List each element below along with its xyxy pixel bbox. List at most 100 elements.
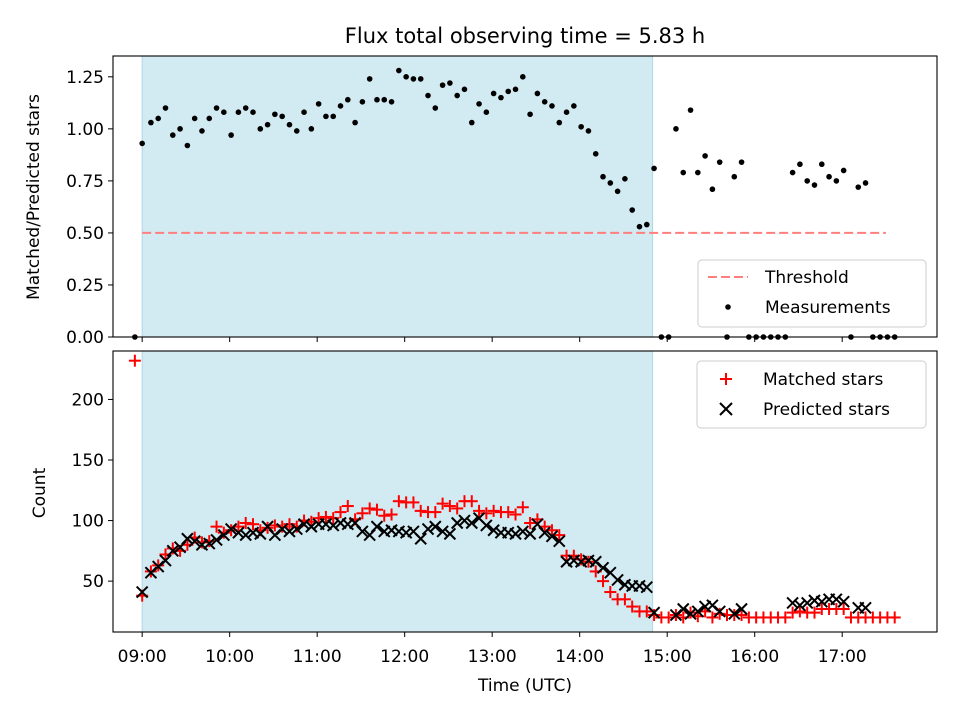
matched-star-point: [451, 502, 464, 515]
predicted-star-point: [327, 519, 340, 532]
predicted-star-point: [370, 520, 384, 533]
measurement-point: [432, 105, 439, 111]
legend-matched-swatch: [720, 373, 732, 385]
x-tick-label: 15:00: [643, 647, 692, 667]
predicted-star-point: [713, 605, 726, 618]
measurement-point: [695, 169, 701, 176]
measurement-point: [352, 119, 358, 126]
matched-star-point: [648, 609, 661, 622]
measurement-point: [169, 132, 176, 138]
matched-star-point: [341, 500, 354, 513]
measurement-point: [155, 115, 162, 122]
predicted-star-point: [450, 516, 464, 530]
measurement-point: [505, 88, 512, 95]
measurement-point: [264, 121, 271, 128]
measurement-point: [709, 186, 716, 193]
legend-measurements-swatch: [725, 304, 731, 310]
matched-star-point: [436, 497, 449, 510]
predicted-star-point: [793, 599, 807, 612]
measurement-point: [811, 182, 818, 188]
matched-star-point: [128, 354, 141, 367]
matched-star-point: [793, 605, 806, 618]
predicted-star-point: [305, 520, 318, 533]
y-tick-label: 150: [72, 451, 104, 471]
matched-star-point: [706, 611, 719, 624]
ratio-panel: 0.00 0.25 0.50 0.75 1.00 1.25 Flux total obse…: [24, 24, 938, 348]
predicted-stars-points: [135, 511, 872, 622]
predicted-star-point: [815, 595, 828, 608]
observing-window-span: [141, 350, 654, 633]
measurement-point: [228, 132, 234, 138]
predicted-star-point: [239, 528, 252, 542]
matched-star-point: [516, 501, 529, 514]
count-y-axis-label: Count: [30, 467, 50, 518]
legend-predicted-label: Predicted stars: [763, 400, 890, 420]
predicted-star-point: [728, 607, 741, 621]
measurement-point: [651, 165, 657, 172]
predicted-star-point: [538, 526, 551, 539]
measurement-point: [410, 76, 417, 82]
measurement-point: [330, 113, 337, 120]
predicted-star-point: [596, 561, 610, 575]
x-tick-label: 10:00: [205, 647, 254, 667]
x-tick-label: 12:00: [380, 647, 429, 667]
count-panel: 50 100 150 200 09:00 10:00 11:00 12:00 13:00 14:…: [30, 350, 938, 696]
matched-star-point: [239, 516, 252, 529]
measurement-point: [447, 80, 453, 86]
matched-star-point: [443, 500, 456, 513]
measurement-point: [818, 161, 825, 168]
predicted-star-point: [436, 525, 449, 538]
matched-star-point: [429, 506, 442, 519]
predicted-star-point: [677, 602, 690, 616]
measurement-point: [804, 178, 811, 184]
matched-star-point: [502, 506, 515, 519]
y-tick-label: 0.50: [66, 224, 104, 244]
matched-star-point: [319, 510, 332, 523]
measurement-point: [636, 223, 643, 230]
predicted-star-point: [210, 533, 223, 547]
matched-star-point: [888, 611, 901, 624]
predicted-star-point: [800, 596, 814, 610]
matched-star-point: [473, 504, 486, 517]
predicted-star-point: [786, 596, 799, 610]
measurement-point: [483, 109, 490, 115]
measurement-point: [286, 121, 293, 128]
measurement-point: [585, 128, 592, 134]
measurement-point: [308, 126, 315, 132]
measurement-point: [738, 159, 745, 165]
x-tick-label: 17:00: [818, 647, 867, 667]
measurement-point: [337, 103, 344, 109]
predicted-star-point: [188, 534, 201, 548]
x-tick-label: 16:00: [730, 647, 779, 667]
measurement-point: [716, 159, 723, 165]
measurement-point: [139, 140, 145, 147]
measurement-point: [643, 221, 650, 228]
measurement-point: [221, 109, 227, 115]
measurement-point: [235, 109, 242, 115]
matched-star-point: [779, 611, 792, 624]
count-legend: Matched stars Predicted stars: [696, 360, 927, 429]
measurement-point: [213, 105, 220, 111]
matched-star-point: [312, 512, 325, 525]
predicted-star-point: [135, 585, 149, 599]
matched-star-point: [553, 529, 566, 542]
measurement-point: [403, 74, 409, 80]
measurement-point: [490, 90, 497, 97]
predicted-star-point: [487, 524, 500, 537]
ratio-legend: Threshold Measurements: [697, 259, 927, 328]
measurement-point: [417, 76, 424, 82]
legend-threshold-label: Threshold: [764, 268, 849, 288]
predicted-star-point: [611, 573, 624, 587]
observing-window-span: [141, 55, 654, 338]
matched-star-point: [837, 602, 850, 615]
matched-star-point: [334, 506, 347, 519]
y-tick-label: 50: [82, 572, 104, 592]
predicted-star-point: [414, 532, 427, 545]
legend-matched-label: Matched stars: [763, 370, 883, 390]
matched-star-point: [808, 606, 821, 619]
predicted-star-point: [421, 522, 435, 536]
measurement-point: [454, 92, 460, 99]
measurement-point: [206, 115, 213, 122]
measurement-point: [855, 184, 862, 190]
